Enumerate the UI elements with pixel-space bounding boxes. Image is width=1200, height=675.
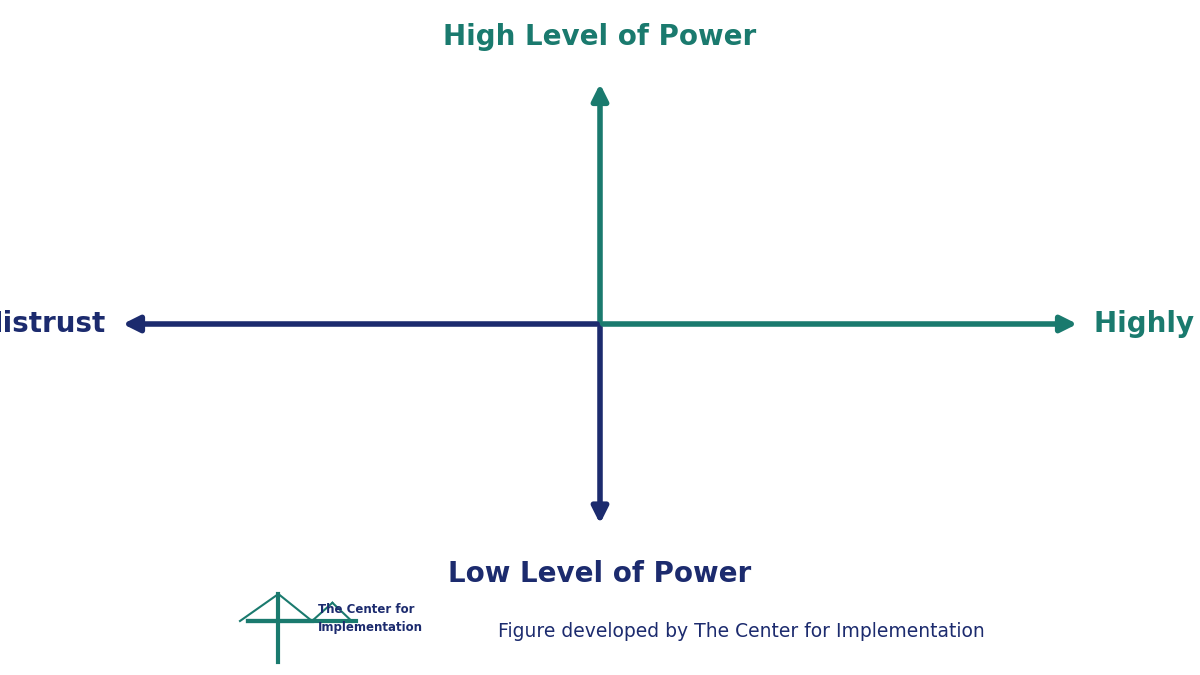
- Text: Low Level of Power: Low Level of Power: [449, 560, 751, 588]
- Text: Mistrust: Mistrust: [0, 310, 106, 338]
- Text: High Level of Power: High Level of Power: [443, 23, 757, 51]
- Text: Figure developed by The Center for Implementation: Figure developed by The Center for Imple…: [498, 622, 985, 641]
- Text: The Center for: The Center for: [318, 603, 414, 616]
- Text: Implementation: Implementation: [318, 621, 424, 634]
- Text: Highly Trusting: Highly Trusting: [1094, 310, 1200, 338]
